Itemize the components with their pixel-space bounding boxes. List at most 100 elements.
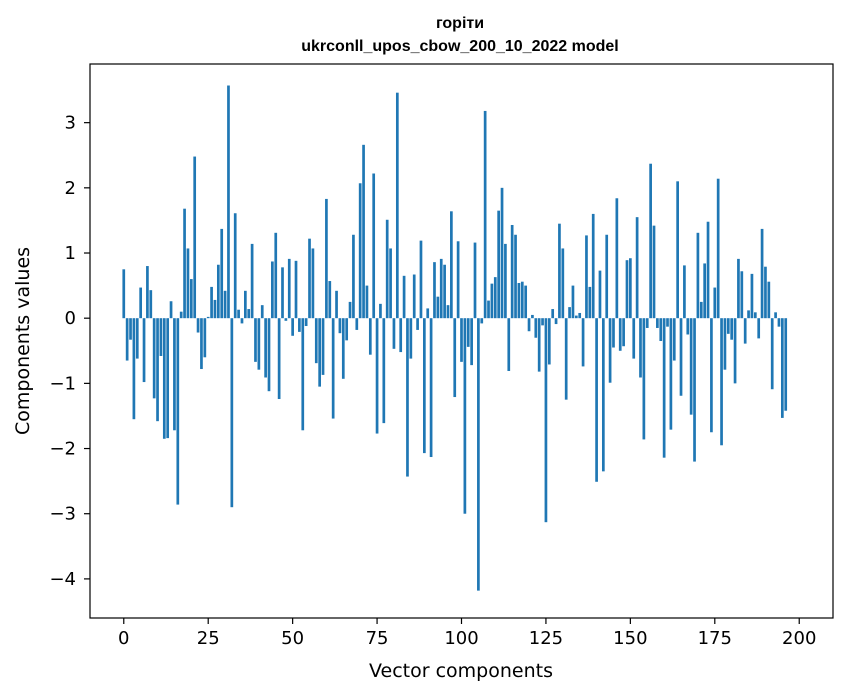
bar [379, 303, 382, 319]
bar [618, 318, 622, 351]
bar [531, 314, 534, 319]
bar [726, 318, 730, 334]
bar [291, 318, 294, 336]
bar [426, 308, 430, 319]
bar [547, 318, 551, 365]
bar [250, 243, 254, 319]
bar [146, 266, 149, 319]
bar [325, 198, 328, 319]
bar [385, 219, 389, 319]
bar [581, 318, 585, 367]
y-tick-label: −1 [49, 373, 76, 394]
chart-subtitle: ukrconll_upos_cbow_200_10_2022 model [301, 38, 618, 55]
bar [706, 221, 710, 319]
bar [274, 232, 278, 319]
bar [534, 318, 538, 338]
bar [308, 238, 311, 319]
bar [247, 309, 251, 319]
bar [368, 318, 372, 355]
bar [612, 318, 615, 348]
x-tick-label: 150 [613, 628, 647, 649]
bar [662, 318, 666, 458]
bar [348, 301, 352, 319]
bar [733, 318, 737, 384]
bar [237, 309, 240, 319]
bar [470, 318, 473, 366]
bar [135, 318, 139, 359]
axes-group: 0 25 50 75 100 125 150 175 200 −4 −3 −2 −1 0 1 2 3 [49, 113, 816, 649]
bar [652, 225, 656, 319]
bar [554, 318, 558, 325]
bar [689, 318, 693, 415]
bar [314, 318, 318, 364]
bar [257, 318, 261, 370]
bar [321, 318, 325, 375]
bar [189, 279, 193, 319]
bar [220, 228, 224, 319]
bar [125, 318, 129, 361]
bar [723, 318, 727, 370]
bar [473, 242, 477, 319]
bar [483, 110, 487, 319]
chart-title: горіти [436, 15, 484, 32]
x-tick-label: 175 [698, 628, 732, 649]
bar [183, 208, 186, 319]
bar [139, 287, 143, 319]
bar [639, 318, 642, 378]
y-tick-label: −2 [49, 439, 76, 460]
bar [287, 258, 291, 319]
bar [122, 269, 126, 319]
bar [632, 318, 636, 359]
bar [777, 318, 781, 327]
x-tick-label: 100 [444, 628, 478, 649]
y-axis-label: Components values [12, 247, 34, 435]
bar [355, 318, 359, 330]
bar [294, 260, 298, 319]
bar [240, 318, 244, 324]
bar [747, 310, 750, 319]
bar [497, 210, 500, 319]
bar [676, 181, 679, 319]
bar [382, 318, 386, 424]
bar [683, 265, 686, 319]
bar [345, 318, 349, 341]
bar [439, 258, 443, 319]
bar [298, 318, 301, 332]
bar [173, 318, 176, 431]
bar [574, 315, 578, 319]
bar [412, 274, 416, 319]
bar [740, 271, 744, 319]
bar [142, 318, 146, 383]
bar [176, 318, 180, 505]
bar [622, 318, 625, 347]
bar [281, 267, 284, 319]
bar [233, 213, 237, 319]
bar [463, 318, 467, 514]
bar [352, 234, 355, 319]
bar [338, 318, 342, 334]
bar [615, 198, 619, 319]
bar [392, 318, 396, 349]
bar [770, 318, 774, 390]
bar [720, 318, 723, 446]
y-tick-label: −3 [49, 504, 76, 525]
bar [669, 318, 673, 430]
y-tick-label: 1 [65, 243, 76, 264]
bar [341, 318, 345, 379]
bar [213, 299, 217, 319]
bar [629, 258, 632, 319]
bar [254, 318, 257, 362]
bar [169, 301, 173, 319]
bar [544, 318, 548, 523]
bar [331, 318, 335, 419]
bar [753, 312, 757, 319]
bar [591, 213, 595, 319]
bar [490, 283, 494, 319]
bar [558, 223, 561, 319]
x-tick-label: 0 [118, 628, 129, 649]
bar [132, 318, 136, 420]
bar [162, 318, 166, 439]
bar [301, 318, 305, 431]
bar [264, 318, 267, 378]
bar [395, 92, 399, 319]
